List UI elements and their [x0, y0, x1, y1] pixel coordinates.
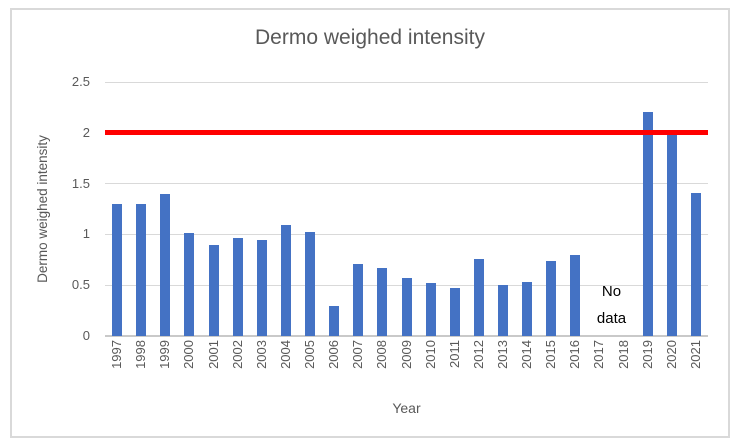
- bar-2014: [522, 282, 533, 336]
- x-tick-label: 2009: [399, 340, 415, 386]
- x-tick-label: 2021: [688, 340, 704, 386]
- bar-2011: [449, 288, 460, 336]
- x-tick-label-text: 2008: [374, 340, 390, 369]
- no-data-annotation: No data: [596, 283, 627, 327]
- bar-2007: [353, 263, 364, 336]
- x-tick-label: 2011: [447, 340, 463, 386]
- bar-2010: [425, 283, 436, 336]
- x-tick-label-text: 2010: [422, 340, 438, 369]
- bar-2004: [280, 225, 291, 336]
- bar-1998: [136, 203, 147, 336]
- bar-2001: [208, 244, 219, 336]
- x-tick-label: 2004: [278, 340, 294, 386]
- gridline: [105, 183, 708, 185]
- y-tick-label: 0: [82, 328, 90, 343]
- bar-2019: [642, 112, 653, 336]
- bar-2005: [305, 232, 316, 336]
- x-tick-label-text: 2018: [615, 340, 631, 369]
- bar-2021: [690, 192, 701, 336]
- bar-2003: [256, 240, 267, 336]
- x-tick-label: 1997: [109, 340, 125, 386]
- bar-2020: [666, 132, 677, 336]
- bar-1997: [112, 203, 123, 336]
- x-tick-label: 2014: [519, 340, 535, 386]
- x-axis-title: Year: [392, 400, 421, 416]
- x-tick-label-text: 2017: [591, 340, 607, 369]
- x-tick-label-text: 2020: [663, 340, 679, 369]
- x-tick-label-text: 2001: [205, 340, 221, 369]
- x-tick-label: 2008: [374, 340, 390, 386]
- x-tick-label-text: 2002: [229, 340, 245, 369]
- bar-2012: [473, 258, 484, 336]
- y-tick-label: 1: [82, 226, 90, 242]
- x-tick-label-text: 2006: [326, 340, 342, 369]
- x-tick-label-text: 2021: [687, 340, 703, 369]
- x-tick-label: 2006: [326, 340, 342, 386]
- bar-2006: [329, 305, 340, 336]
- bar-2000: [184, 233, 195, 336]
- bar-2016: [570, 254, 581, 336]
- x-tick-label-text: 2016: [567, 340, 583, 369]
- y-tick-label: 2.5: [71, 74, 90, 89]
- x-tick-label: 2012: [471, 340, 487, 386]
- x-tick-label-text: 2000: [181, 340, 197, 369]
- bar-2015: [546, 260, 557, 336]
- x-tick-label: 2016: [567, 340, 583, 386]
- x-tick-label-text: 1997: [109, 340, 125, 369]
- gridline: [105, 81, 708, 83]
- x-tick-label: 1999: [157, 340, 173, 386]
- x-tick-label-text: 2005: [302, 340, 318, 369]
- bar-2008: [377, 267, 388, 336]
- x-tick-label-text: 2015: [543, 340, 559, 369]
- x-tick-label-text: 2019: [639, 340, 655, 369]
- chart-frame: [10, 8, 730, 438]
- bar-2013: [497, 285, 508, 336]
- x-tick-label: 2005: [302, 340, 318, 386]
- x-tick-label-text: 2012: [470, 340, 486, 369]
- y-axis-title-text: Dermo weighed intensity: [35, 135, 50, 283]
- x-tick-label-text: 2009: [398, 340, 414, 369]
- x-tick-label: 2003: [254, 340, 270, 386]
- x-tick-label: 2002: [230, 340, 246, 386]
- y-tick-label: 2: [82, 124, 90, 140]
- threshold-line: [105, 130, 708, 136]
- x-tick-label-text: 2004: [277, 340, 293, 369]
- x-tick-label: 2010: [423, 340, 439, 386]
- x-tick-label: 2000: [181, 340, 197, 386]
- x-tick-label: 2007: [350, 340, 366, 386]
- y-tick-label: 0.5: [71, 277, 90, 293]
- x-tick-label-text: 2003: [253, 340, 269, 369]
- x-tick-label-text: 2013: [494, 340, 510, 369]
- x-tick-label: 2015: [543, 340, 559, 386]
- x-tick-label-text: 1999: [157, 340, 173, 369]
- x-tick-label: 1998: [133, 340, 149, 386]
- bar-2002: [232, 238, 243, 336]
- x-tick-label-text: 2007: [350, 340, 366, 369]
- x-tick-label-text: 2011: [446, 340, 462, 368]
- x-tick-label: 2013: [495, 340, 511, 386]
- x-tick-label-text: 2014: [519, 340, 535, 369]
- bar-2009: [401, 278, 412, 336]
- x-tick-label: 2001: [206, 340, 222, 386]
- x-tick-label: 2020: [664, 340, 680, 386]
- y-tick-label: 1.5: [71, 175, 90, 191]
- x-tick-label: 2017: [591, 340, 607, 386]
- x-tick-label: 2019: [640, 340, 656, 386]
- gridline: [105, 233, 708, 235]
- y-axis-title: Dermo weighed intensity: [34, 82, 52, 336]
- bar-1999: [160, 193, 171, 336]
- x-tick-label-text: 1998: [133, 340, 149, 369]
- chart-title: Dermo weighed intensity: [255, 26, 485, 49]
- x-tick-label: 2018: [616, 340, 632, 386]
- x-axis-line: [105, 335, 708, 337]
